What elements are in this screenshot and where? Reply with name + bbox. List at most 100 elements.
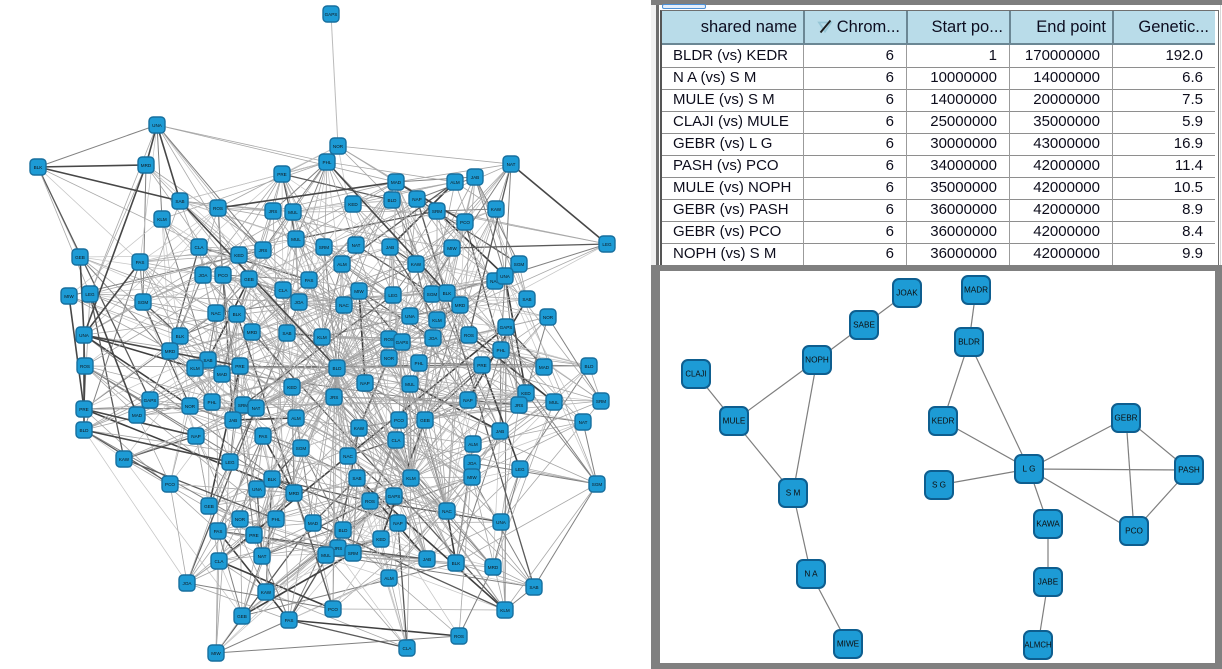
svg-text:CLAJI: CLAJI xyxy=(685,370,706,379)
svg-text:MAD: MAD xyxy=(539,365,550,370)
svg-text:ALM: ALM xyxy=(450,180,460,185)
svg-text:ROS: ROS xyxy=(384,337,394,342)
svg-text:MUL: MUL xyxy=(549,400,559,405)
svg-text:BLK: BLK xyxy=(233,312,243,317)
svg-text:S M: S M xyxy=(786,489,801,498)
svg-text:MUL: MUL xyxy=(291,237,301,242)
svg-text:GEB: GEB xyxy=(75,255,85,260)
svg-text:PAS: PAS xyxy=(259,434,268,439)
svg-text:BLD: BLD xyxy=(585,364,595,369)
svg-text:MRD: MRD xyxy=(488,565,499,570)
svg-text:SGM: SGM xyxy=(427,292,438,297)
svg-text:NAP: NAP xyxy=(412,197,421,202)
svg-text:KAW: KAW xyxy=(261,590,272,595)
svg-text:PCO: PCO xyxy=(1125,527,1143,536)
svg-text:CLA: CLA xyxy=(215,559,225,564)
svg-text:BLD: BLD xyxy=(80,428,90,433)
svg-text:NAC: NAC xyxy=(442,509,452,514)
svg-text:L G: L G xyxy=(1023,465,1036,474)
svg-text:KED: KED xyxy=(287,385,297,390)
svg-text:PHL: PHL xyxy=(497,348,506,353)
svg-text:GAPS: GAPS xyxy=(500,325,513,330)
svg-text:JOA: JOA xyxy=(199,273,209,278)
svg-text:MIW: MIW xyxy=(64,294,74,299)
svg-text:KED: KED xyxy=(521,391,531,396)
svg-text:PCO: PCO xyxy=(218,273,228,278)
svg-text:KLM: KLM xyxy=(157,217,167,222)
svg-text:NAC: NAC xyxy=(211,311,221,316)
svg-text:UNA: UNA xyxy=(500,274,511,279)
svg-text:MADR: MADR xyxy=(964,286,988,295)
svg-text:LEG: LEG xyxy=(515,467,525,472)
svg-text:JOAK: JOAK xyxy=(896,289,918,298)
svg-text:MIW: MIW xyxy=(354,289,364,294)
svg-text:SGM: SGM xyxy=(592,482,603,487)
svg-text:GEB: GEB xyxy=(237,614,247,619)
svg-text:SRM: SRM xyxy=(348,551,358,556)
svg-text:PHL: PHL xyxy=(323,160,332,165)
svg-text:UNA: UNA xyxy=(496,520,507,525)
svg-text:MIW: MIW xyxy=(447,246,457,251)
svg-text:UNA: UNA xyxy=(79,333,90,338)
svg-text:SAB: SAB xyxy=(203,358,212,363)
svg-text:GAPS: GAPS xyxy=(325,12,338,17)
svg-text:JRS: JRS xyxy=(334,546,343,551)
svg-text:NOR: NOR xyxy=(235,517,246,522)
svg-text:JOA: JOA xyxy=(295,300,305,305)
svg-text:PAS: PAS xyxy=(305,278,314,283)
svg-text:SGM: SGM xyxy=(514,262,525,267)
svg-text:MAD: MAD xyxy=(308,521,319,526)
svg-text:JOA: JOA xyxy=(183,581,193,586)
svg-text:UNA: UNA xyxy=(152,123,163,128)
svg-text:N A: N A xyxy=(804,570,818,579)
svg-text:JRS: JRS xyxy=(330,395,339,400)
svg-text:MRD: MRD xyxy=(289,491,300,496)
svg-text:KAW: KAW xyxy=(411,262,422,267)
svg-text:PRE: PRE xyxy=(477,363,486,368)
svg-text:ALM: ALM xyxy=(337,262,347,267)
svg-text:KAW: KAW xyxy=(119,457,130,462)
svg-text:ROS: ROS xyxy=(454,634,464,639)
svg-text:JAB: JAB xyxy=(386,245,394,250)
svg-text:KEDR: KEDR xyxy=(932,417,955,426)
svg-text:PASH: PASH xyxy=(1178,466,1200,475)
svg-text:JAB: JAB xyxy=(229,418,237,423)
svg-text:KLM: KLM xyxy=(500,608,510,613)
svg-text:LEG: LEG xyxy=(602,242,612,247)
svg-text:NAT: NAT xyxy=(252,406,261,411)
svg-text:CLA: CLA xyxy=(403,646,413,651)
svg-text:NAP: NAP xyxy=(393,521,402,526)
svg-text:SGM: SGM xyxy=(296,446,307,451)
svg-text:KAWA: KAWA xyxy=(1036,520,1060,529)
svg-text:BLD: BLD xyxy=(333,366,343,371)
svg-text:NOR: NOR xyxy=(543,315,554,320)
svg-text:SGM: SGM xyxy=(138,300,149,305)
svg-text:JRS: JRS xyxy=(269,209,278,214)
svg-text:PRE: PRE xyxy=(79,407,88,412)
svg-text:MAD: MAD xyxy=(217,372,228,377)
svg-text:NAT: NAT xyxy=(507,162,516,167)
svg-text:MIW: MIW xyxy=(467,475,477,480)
svg-text:BLK: BLK xyxy=(452,561,462,566)
svg-text:NAT: NAT xyxy=(579,420,588,425)
svg-text:MAD: MAD xyxy=(132,413,143,418)
svg-text:GEBR: GEBR xyxy=(1114,414,1137,423)
svg-text:NAC: NAC xyxy=(343,454,353,459)
svg-text:KLM: KLM xyxy=(317,335,327,340)
svg-text:SAB: SAB xyxy=(522,297,531,302)
svg-text:KAW: KAW xyxy=(354,426,365,431)
svg-text:KLM: KLM xyxy=(190,366,200,371)
svg-text:NOPH: NOPH xyxy=(805,356,829,365)
svg-text:KED: KED xyxy=(376,537,386,542)
svg-text:MUL: MUL xyxy=(405,382,415,387)
svg-text:PCO: PCO xyxy=(460,220,470,225)
svg-text:ROS: ROS xyxy=(365,499,375,504)
svg-text:BLK: BLK xyxy=(443,291,453,296)
svg-text:KAW: KAW xyxy=(491,207,502,212)
svg-text:JAB: JAB xyxy=(496,429,504,434)
svg-text:CLA: CLA xyxy=(195,245,205,250)
svg-text:PCO: PCO xyxy=(394,418,404,423)
svg-text:MRD: MRD xyxy=(455,303,466,308)
svg-text:GEB: GEB xyxy=(204,504,214,509)
svg-text:PAS: PAS xyxy=(214,529,223,534)
